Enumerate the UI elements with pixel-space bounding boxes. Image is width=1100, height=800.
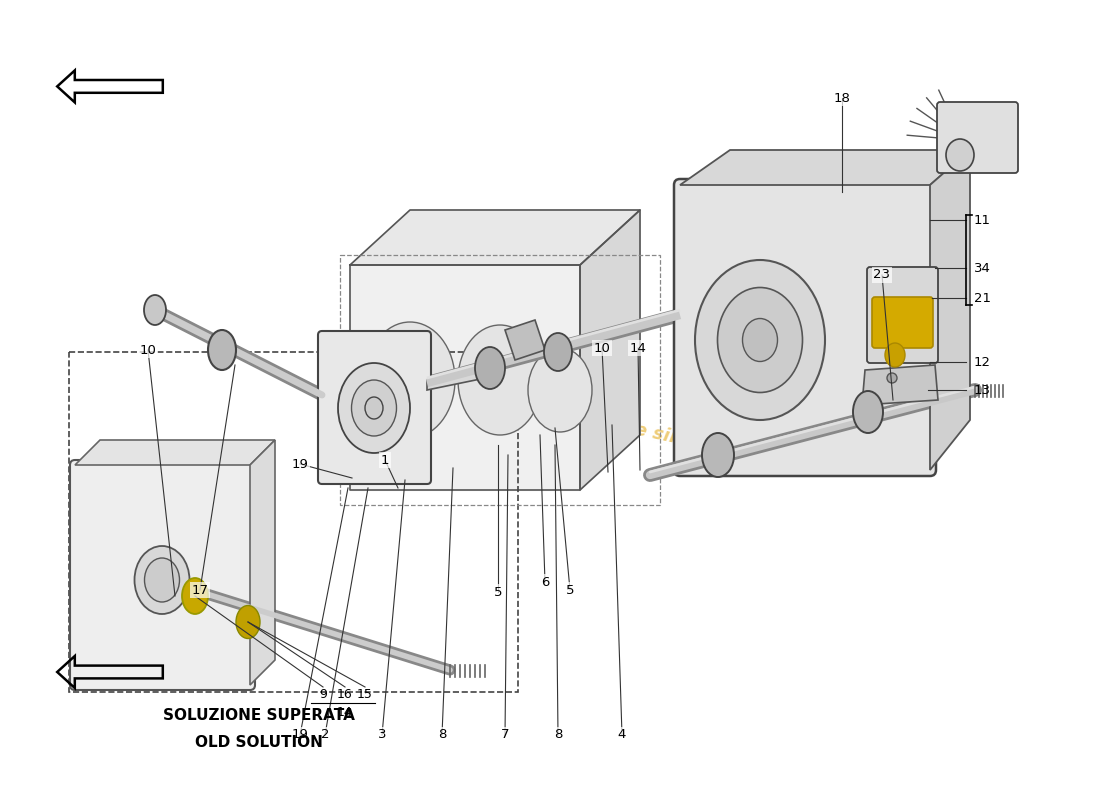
FancyBboxPatch shape: [872, 297, 933, 348]
Text: 21: 21: [974, 291, 991, 305]
Polygon shape: [930, 150, 970, 470]
Ellipse shape: [528, 348, 592, 432]
Polygon shape: [505, 320, 544, 360]
Ellipse shape: [544, 333, 572, 371]
Text: 7: 7: [500, 729, 509, 742]
Text: a passion for performance since 1914: a passion for performance since 1914: [383, 367, 761, 465]
Text: 19: 19: [292, 458, 308, 470]
FancyBboxPatch shape: [70, 460, 255, 690]
Ellipse shape: [717, 287, 803, 393]
Text: 23: 23: [873, 269, 891, 282]
Text: 1: 1: [381, 454, 389, 466]
Polygon shape: [580, 210, 640, 490]
Ellipse shape: [458, 325, 542, 435]
Ellipse shape: [182, 578, 208, 614]
Text: 18: 18: [834, 91, 850, 105]
Text: 9: 9: [319, 689, 327, 702]
Text: SOLUZIONE SUPERATA: SOLUZIONE SUPERATA: [163, 709, 354, 723]
FancyBboxPatch shape: [937, 102, 1018, 173]
Text: 4: 4: [618, 729, 626, 742]
Ellipse shape: [236, 606, 260, 638]
Ellipse shape: [886, 343, 905, 367]
Ellipse shape: [338, 363, 410, 453]
Text: 6: 6: [541, 575, 549, 589]
Polygon shape: [862, 365, 938, 405]
Ellipse shape: [946, 139, 974, 171]
Polygon shape: [350, 265, 580, 490]
FancyBboxPatch shape: [674, 179, 936, 476]
Text: OLD SOLUTION: OLD SOLUTION: [195, 735, 322, 750]
Ellipse shape: [852, 391, 883, 433]
Text: 15: 15: [358, 689, 373, 702]
Text: 34: 34: [974, 262, 991, 274]
Bar: [69, 352, 518, 692]
Ellipse shape: [144, 558, 179, 602]
Ellipse shape: [475, 347, 505, 389]
Text: 14: 14: [337, 706, 353, 718]
Text: 10: 10: [594, 342, 610, 354]
Text: 17: 17: [191, 583, 209, 597]
Text: 10: 10: [140, 343, 156, 357]
Ellipse shape: [695, 260, 825, 420]
Polygon shape: [250, 440, 275, 685]
Text: 14: 14: [629, 342, 647, 354]
Polygon shape: [350, 210, 640, 265]
Text: 5: 5: [565, 583, 574, 597]
FancyBboxPatch shape: [867, 267, 938, 363]
Text: 11: 11: [974, 214, 991, 226]
Text: 8: 8: [438, 729, 447, 742]
Ellipse shape: [365, 322, 455, 438]
Polygon shape: [427, 365, 500, 390]
Text: 19: 19: [292, 729, 308, 742]
Text: 3: 3: [377, 729, 386, 742]
Text: 13: 13: [974, 383, 991, 397]
Ellipse shape: [134, 546, 189, 614]
Bar: [340, 255, 660, 505]
Ellipse shape: [742, 318, 778, 362]
Text: 8: 8: [553, 729, 562, 742]
FancyBboxPatch shape: [318, 331, 431, 484]
Text: 12: 12: [974, 355, 991, 369]
Polygon shape: [680, 150, 970, 185]
Ellipse shape: [365, 397, 383, 419]
Circle shape: [887, 373, 896, 383]
Ellipse shape: [144, 295, 166, 325]
Ellipse shape: [208, 330, 236, 370]
Text: 16: 16: [337, 689, 353, 702]
Ellipse shape: [702, 433, 734, 477]
Ellipse shape: [352, 380, 396, 436]
Text: 5: 5: [494, 586, 503, 598]
Polygon shape: [75, 440, 275, 465]
Text: 2: 2: [321, 729, 329, 742]
